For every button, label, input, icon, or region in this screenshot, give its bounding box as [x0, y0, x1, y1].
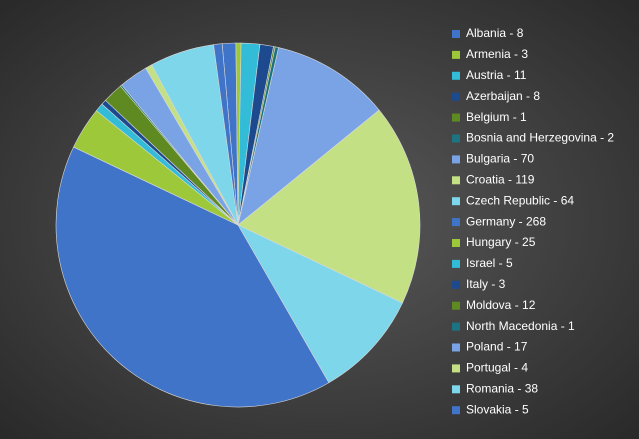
pie-slice [237, 224, 403, 384]
legend-label: Czech Republic - 64 [466, 193, 574, 207]
legend-label: Bosnia and Herzegovina - 2 [466, 131, 614, 145]
legend-label: Croatia - 119 [466, 172, 535, 186]
legend-label: Austria - 11 [466, 68, 527, 82]
legend-label: Hungary - 25 [466, 235, 536, 249]
pie-slice [55, 146, 330, 408]
legend-swatch [452, 301, 460, 310]
legend-swatch [452, 155, 460, 164]
legend-swatch [452, 197, 460, 206]
legend-label: Romania - 38 [466, 381, 538, 395]
legend-swatch [452, 71, 460, 80]
legend-swatch [452, 50, 460, 59]
legend-swatch [452, 113, 460, 122]
legend-swatch [452, 343, 460, 352]
legend-swatch [452, 176, 460, 185]
legend-label: Azerbaijan - 8 [466, 89, 540, 103]
legend-label: North Macedonia - 1 [466, 319, 575, 333]
legend-label: Italy - 3 [466, 277, 506, 291]
legend-label: Germany - 268 [466, 214, 546, 228]
legend-swatch [452, 218, 460, 227]
legend-swatch [452, 30, 460, 38]
legend-swatch [452, 406, 460, 415]
legend-swatch [452, 280, 460, 289]
legend-label: Portugal - 4 [466, 361, 528, 375]
legend-label: Slovakia - 5 [466, 402, 529, 416]
legend-label: Israel - 5 [466, 256, 513, 270]
legend-swatch [452, 134, 460, 143]
legend-swatch [452, 385, 460, 394]
legend-label: Bulgaria - 70 [466, 152, 534, 166]
legend-label: Armenia - 3 [466, 47, 528, 61]
legend-swatch [452, 364, 460, 373]
legend-swatch [452, 259, 460, 268]
legend-swatch [452, 92, 460, 101]
legend-swatch [452, 322, 460, 331]
legend-label: Belgium - 1 [466, 110, 527, 124]
legend-swatch [452, 239, 460, 247]
pie-slice [237, 47, 380, 226]
legend-label: Poland - 17 [466, 340, 528, 354]
legend-label: Moldova - 12 [466, 298, 536, 312]
legend-label: Albania - 8 [466, 26, 524, 40]
pie-slice [237, 109, 421, 304]
pie-slice [213, 43, 239, 226]
